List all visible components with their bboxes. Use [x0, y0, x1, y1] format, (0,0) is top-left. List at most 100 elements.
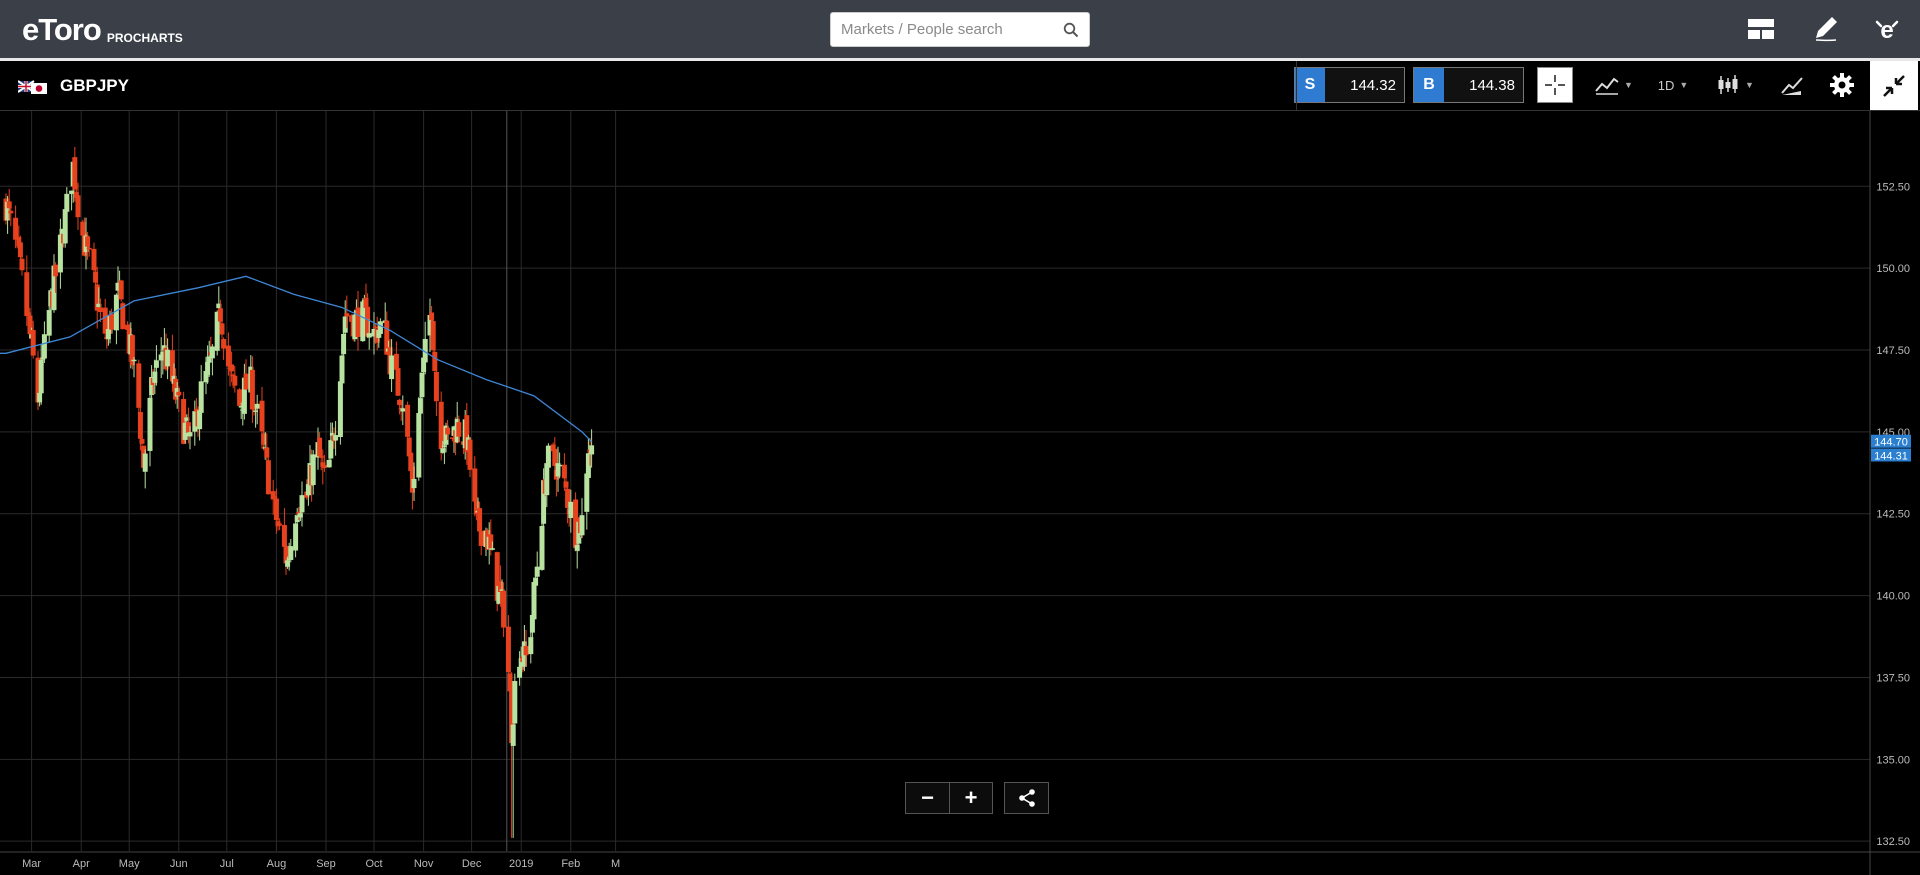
candle-up	[288, 546, 294, 560]
price-chart[interactable]: 152.50150.00147.50145.00142.50140.00137.…	[0, 111, 1920, 875]
candle-up	[297, 513, 303, 518]
candle-up	[417, 398, 423, 414]
etoro-logo[interactable]: eToro PROCHARTS	[22, 12, 183, 48]
indicators-menu[interactable]: ▼	[1586, 67, 1642, 103]
candle-down	[93, 271, 99, 283]
timeframe-selector[interactable]: 1D ▼	[1650, 67, 1696, 103]
candle-up	[427, 315, 433, 336]
candle-up	[41, 334, 47, 359]
candle-down	[261, 433, 267, 445]
candle-down	[429, 312, 435, 321]
search-box[interactable]	[830, 12, 1090, 47]
candle-down	[281, 525, 287, 547]
drawing-tools-icon	[1781, 77, 1803, 95]
settings-button[interactable]	[1824, 67, 1860, 103]
x-tick-label: 2019	[509, 858, 533, 870]
candle-down	[509, 689, 515, 744]
candle-up	[533, 577, 539, 586]
candle-down	[169, 350, 175, 382]
candle-down	[449, 437, 455, 439]
ma-price-label: 144.70	[1874, 437, 1908, 449]
candle-down	[118, 280, 124, 300]
exit-fullscreen-button[interactable]	[1870, 61, 1918, 110]
candle-up	[293, 523, 299, 551]
candle-up	[216, 303, 222, 309]
candle-up	[529, 614, 535, 633]
x-tick-label: Nov	[414, 858, 434, 870]
sell-button[interactable]: S 144.32	[1294, 67, 1405, 103]
candle-up	[187, 432, 193, 437]
drawing-tools-button[interactable]	[1774, 67, 1810, 103]
candle-down	[125, 324, 131, 330]
candle-up	[539, 526, 545, 570]
candle-down	[406, 437, 412, 457]
candle-down	[6, 201, 12, 209]
candle-up	[421, 357, 427, 372]
y-tick-label: 147.50	[1876, 345, 1910, 357]
ma-price-tag	[1871, 434, 1911, 448]
x-tick-label: May	[119, 858, 140, 870]
etoro-profile-icon[interactable]: e	[1870, 12, 1904, 46]
top-bar: eToro PROCHARTS e	[0, 0, 1920, 58]
edit-pencil-icon[interactable]	[1808, 12, 1842, 46]
candle-up	[241, 377, 247, 414]
candle-down	[264, 447, 270, 458]
candle-up	[310, 454, 316, 486]
candle-up	[160, 351, 166, 359]
candle-up	[557, 464, 563, 467]
moving-average-line	[0, 275, 593, 443]
chevron-down-icon: ▼	[1679, 80, 1689, 90]
header-divider	[0, 58, 1920, 61]
layout-icon[interactable]	[1744, 12, 1778, 46]
candle-down	[565, 488, 571, 508]
candle-down	[365, 306, 371, 337]
candle-up	[40, 357, 46, 360]
candle-down	[523, 645, 529, 656]
candle-down	[80, 221, 86, 236]
candle-down	[120, 303, 126, 330]
y-tick-label: 135.00	[1876, 754, 1910, 766]
buy-button[interactable]: B 144.38	[1413, 67, 1524, 103]
candle-down	[320, 462, 326, 467]
candle-up	[253, 410, 259, 412]
candle-up	[341, 333, 347, 355]
candle-down	[30, 330, 36, 356]
zoom-in-button[interactable]: +	[949, 783, 992, 813]
candle-up	[496, 585, 502, 604]
candle-down	[102, 307, 108, 334]
y-tick-label: 140.00	[1876, 591, 1910, 603]
candle-down	[225, 345, 231, 367]
candle-down	[109, 313, 115, 330]
candle-up	[441, 445, 447, 447]
candle-down	[270, 491, 276, 500]
candle-down	[229, 364, 235, 372]
x-tick-label: Sep	[316, 858, 336, 870]
timeframe-value: 1D	[1657, 77, 1675, 93]
candle-down	[230, 374, 236, 377]
candle-down	[494, 552, 500, 601]
search-input[interactable]	[841, 13, 1051, 46]
candle-up	[568, 501, 574, 519]
candle-down	[473, 501, 479, 515]
candle-down	[35, 357, 41, 403]
candle-up	[161, 345, 167, 350]
candle-up	[198, 381, 204, 413]
candle-down	[193, 408, 199, 412]
candle-up	[142, 453, 148, 472]
instrument-symbol[interactable]: GBPJPY	[60, 76, 129, 95]
candlestick-icon	[1718, 75, 1738, 94]
candle-down	[73, 192, 79, 199]
share-button[interactable]	[1005, 783, 1048, 813]
zoom-out-button[interactable]: −	[921, 785, 934, 810]
candle-down	[17, 242, 23, 258]
candle-down	[97, 307, 103, 313]
search-icon[interactable]	[1063, 22, 1079, 38]
y-tick-label: 142.50	[1876, 509, 1910, 521]
chart-type-selector[interactable]: ▼	[1710, 67, 1760, 103]
candle-up	[544, 463, 550, 496]
candle-up	[131, 359, 137, 362]
candle-down	[467, 439, 473, 470]
crosshair-button[interactable]	[1537, 67, 1573, 103]
candle-down	[507, 673, 513, 692]
candle-down	[219, 323, 225, 335]
